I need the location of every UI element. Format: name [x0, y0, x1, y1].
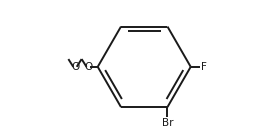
Text: F: F: [201, 62, 207, 72]
Text: Br: Br: [162, 118, 173, 128]
Text: O: O: [84, 62, 92, 72]
Text: O: O: [71, 62, 79, 72]
